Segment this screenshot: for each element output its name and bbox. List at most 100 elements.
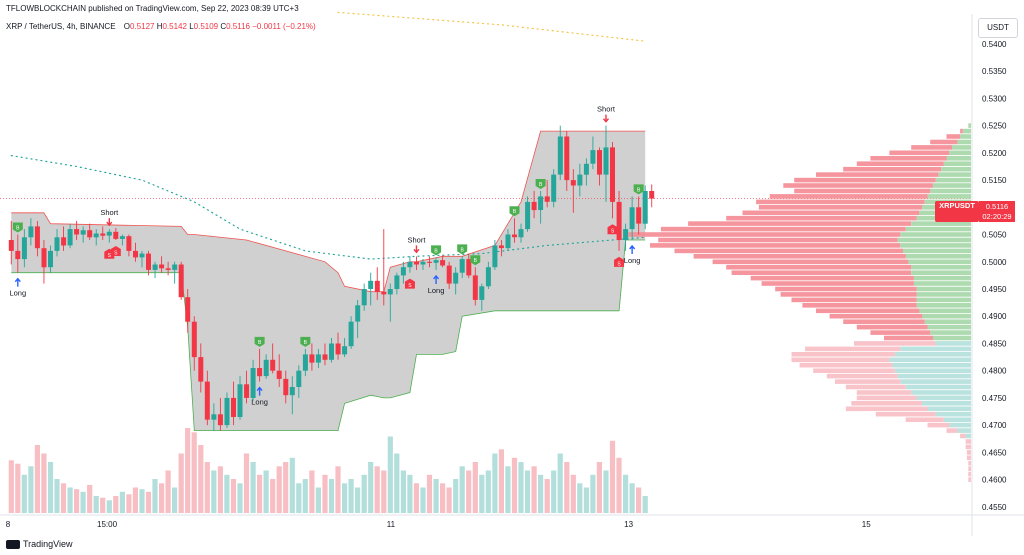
candle-body	[139, 253, 145, 258]
volume-bar	[139, 489, 145, 513]
open-value: 0.5127	[130, 22, 155, 31]
volume-bar	[355, 487, 361, 513]
volume-bar	[629, 483, 635, 513]
candle-body	[21, 237, 27, 260]
candle-body	[159, 264, 165, 269]
volume-bar	[524, 470, 531, 513]
tradingview-brand: TradingView	[23, 539, 73, 549]
volume-profile-up-bar	[916, 297, 971, 303]
candle-body	[433, 260, 439, 263]
candle-body	[204, 381, 210, 420]
volume-profile-down-bar	[856, 161, 944, 166]
time-tick-label: 15	[862, 520, 871, 529]
volume-profile-down-bar	[889, 150, 950, 156]
marker-text: S	[408, 283, 412, 289]
candle-body	[296, 370, 302, 387]
volume-profile-up-bar	[894, 368, 971, 373]
volume-bar	[198, 445, 204, 513]
volume-profile-down-bar	[799, 362, 893, 368]
candle-body	[270, 359, 276, 371]
volume-profile-down-bar	[968, 461, 971, 466]
price-tick-label: 0.4600	[982, 476, 1007, 485]
candle-body	[597, 150, 602, 175]
candle-body	[407, 261, 413, 268]
volume-profile-up-bar	[927, 406, 971, 412]
symbol-name[interactable]: XRP / TetherUS, 4h, BINANCE	[6, 22, 116, 31]
candle-body	[67, 229, 73, 246]
volume-bar	[28, 466, 34, 514]
candle-body	[289, 387, 295, 396]
volume-bar	[289, 457, 295, 514]
candle-body	[472, 275, 478, 300]
volume-profile-up-bar	[927, 324, 971, 330]
buy-marker-icon	[535, 178, 546, 189]
volume-bar	[270, 479, 276, 513]
candle-body	[570, 180, 576, 186]
volume-bar	[302, 479, 308, 513]
candle-body	[518, 229, 524, 238]
volume-profile-up-bar	[913, 281, 971, 286]
volume-profile-up-bar	[930, 330, 971, 335]
candle-body	[329, 343, 334, 360]
marker-text: B	[513, 209, 517, 215]
volume-profile-down-bar	[845, 406, 928, 412]
volume-bar	[119, 491, 125, 514]
volume-bar	[511, 457, 518, 514]
price-tick-label: 0.4550	[982, 503, 1007, 512]
volume-bar	[623, 474, 629, 514]
volume-profile-down-bar	[712, 259, 909, 265]
volume-bar	[446, 487, 452, 513]
candle-body	[87, 230, 93, 238]
volume-bar	[237, 483, 243, 513]
volume-profile-down-bar	[813, 368, 895, 373]
candle-body	[113, 231, 119, 239]
long-signal-label: Long	[9, 289, 26, 298]
volume-profile-down-bar	[843, 166, 942, 172]
short-signal-label: Short	[597, 105, 616, 114]
candle-body	[80, 230, 86, 235]
volume-profile-down-bar	[742, 210, 920, 216]
volume-bar	[211, 470, 217, 513]
published-info: TFLOWBLOCKCHAIN published on TradingView…	[6, 4, 299, 13]
volume-bar	[426, 474, 433, 514]
volume-bar	[191, 432, 197, 514]
marker-text: B	[434, 248, 438, 254]
price-tick-label: 0.5200	[982, 149, 1007, 158]
volume-bar	[459, 466, 465, 514]
candle-body	[263, 359, 269, 377]
candle-body	[348, 321, 354, 347]
volume-bar	[342, 483, 348, 513]
candle-body	[616, 201, 622, 240]
last-price-label: 0.5116	[979, 201, 1015, 212]
candle-body	[583, 163, 589, 175]
candle-body	[505, 234, 511, 249]
volume-profile-up-bar	[957, 428, 971, 433]
currency-button[interactable]: USDT	[978, 18, 1018, 38]
volume-profile-up-bar	[922, 313, 971, 319]
candle-body	[178, 264, 184, 298]
marker-text: B	[304, 340, 308, 346]
candle-body	[446, 265, 452, 284]
volume-profile-down-bar	[965, 439, 971, 444]
volume-profile-up-bar	[916, 395, 971, 401]
moving-average-far-line	[337, 11, 646, 42]
volume-bar	[152, 479, 158, 513]
short-arrow-icon	[602, 114, 610, 123]
volume-profile-down-bar	[966, 450, 971, 455]
volume-profile-up-bar	[949, 150, 971, 156]
volume-bar	[557, 453, 563, 513]
volume-profile-up-bar	[900, 346, 971, 352]
volume-bar	[60, 483, 67, 513]
volume-profile-down-bar	[726, 264, 912, 270]
tradingview-logo[interactable]: TradingView	[6, 539, 73, 549]
volume-profile-up-bar	[968, 123, 971, 128]
volume-bar	[485, 470, 491, 513]
long-arrow-icon	[433, 274, 440, 284]
volume-profile-down-bar	[731, 270, 912, 275]
buy-marker-icon	[509, 206, 520, 217]
volume-profile-down-bar	[965, 444, 971, 450]
volume-profile-up-bar	[943, 417, 971, 422]
volume-bar	[296, 483, 302, 513]
candle-body	[54, 237, 60, 251]
